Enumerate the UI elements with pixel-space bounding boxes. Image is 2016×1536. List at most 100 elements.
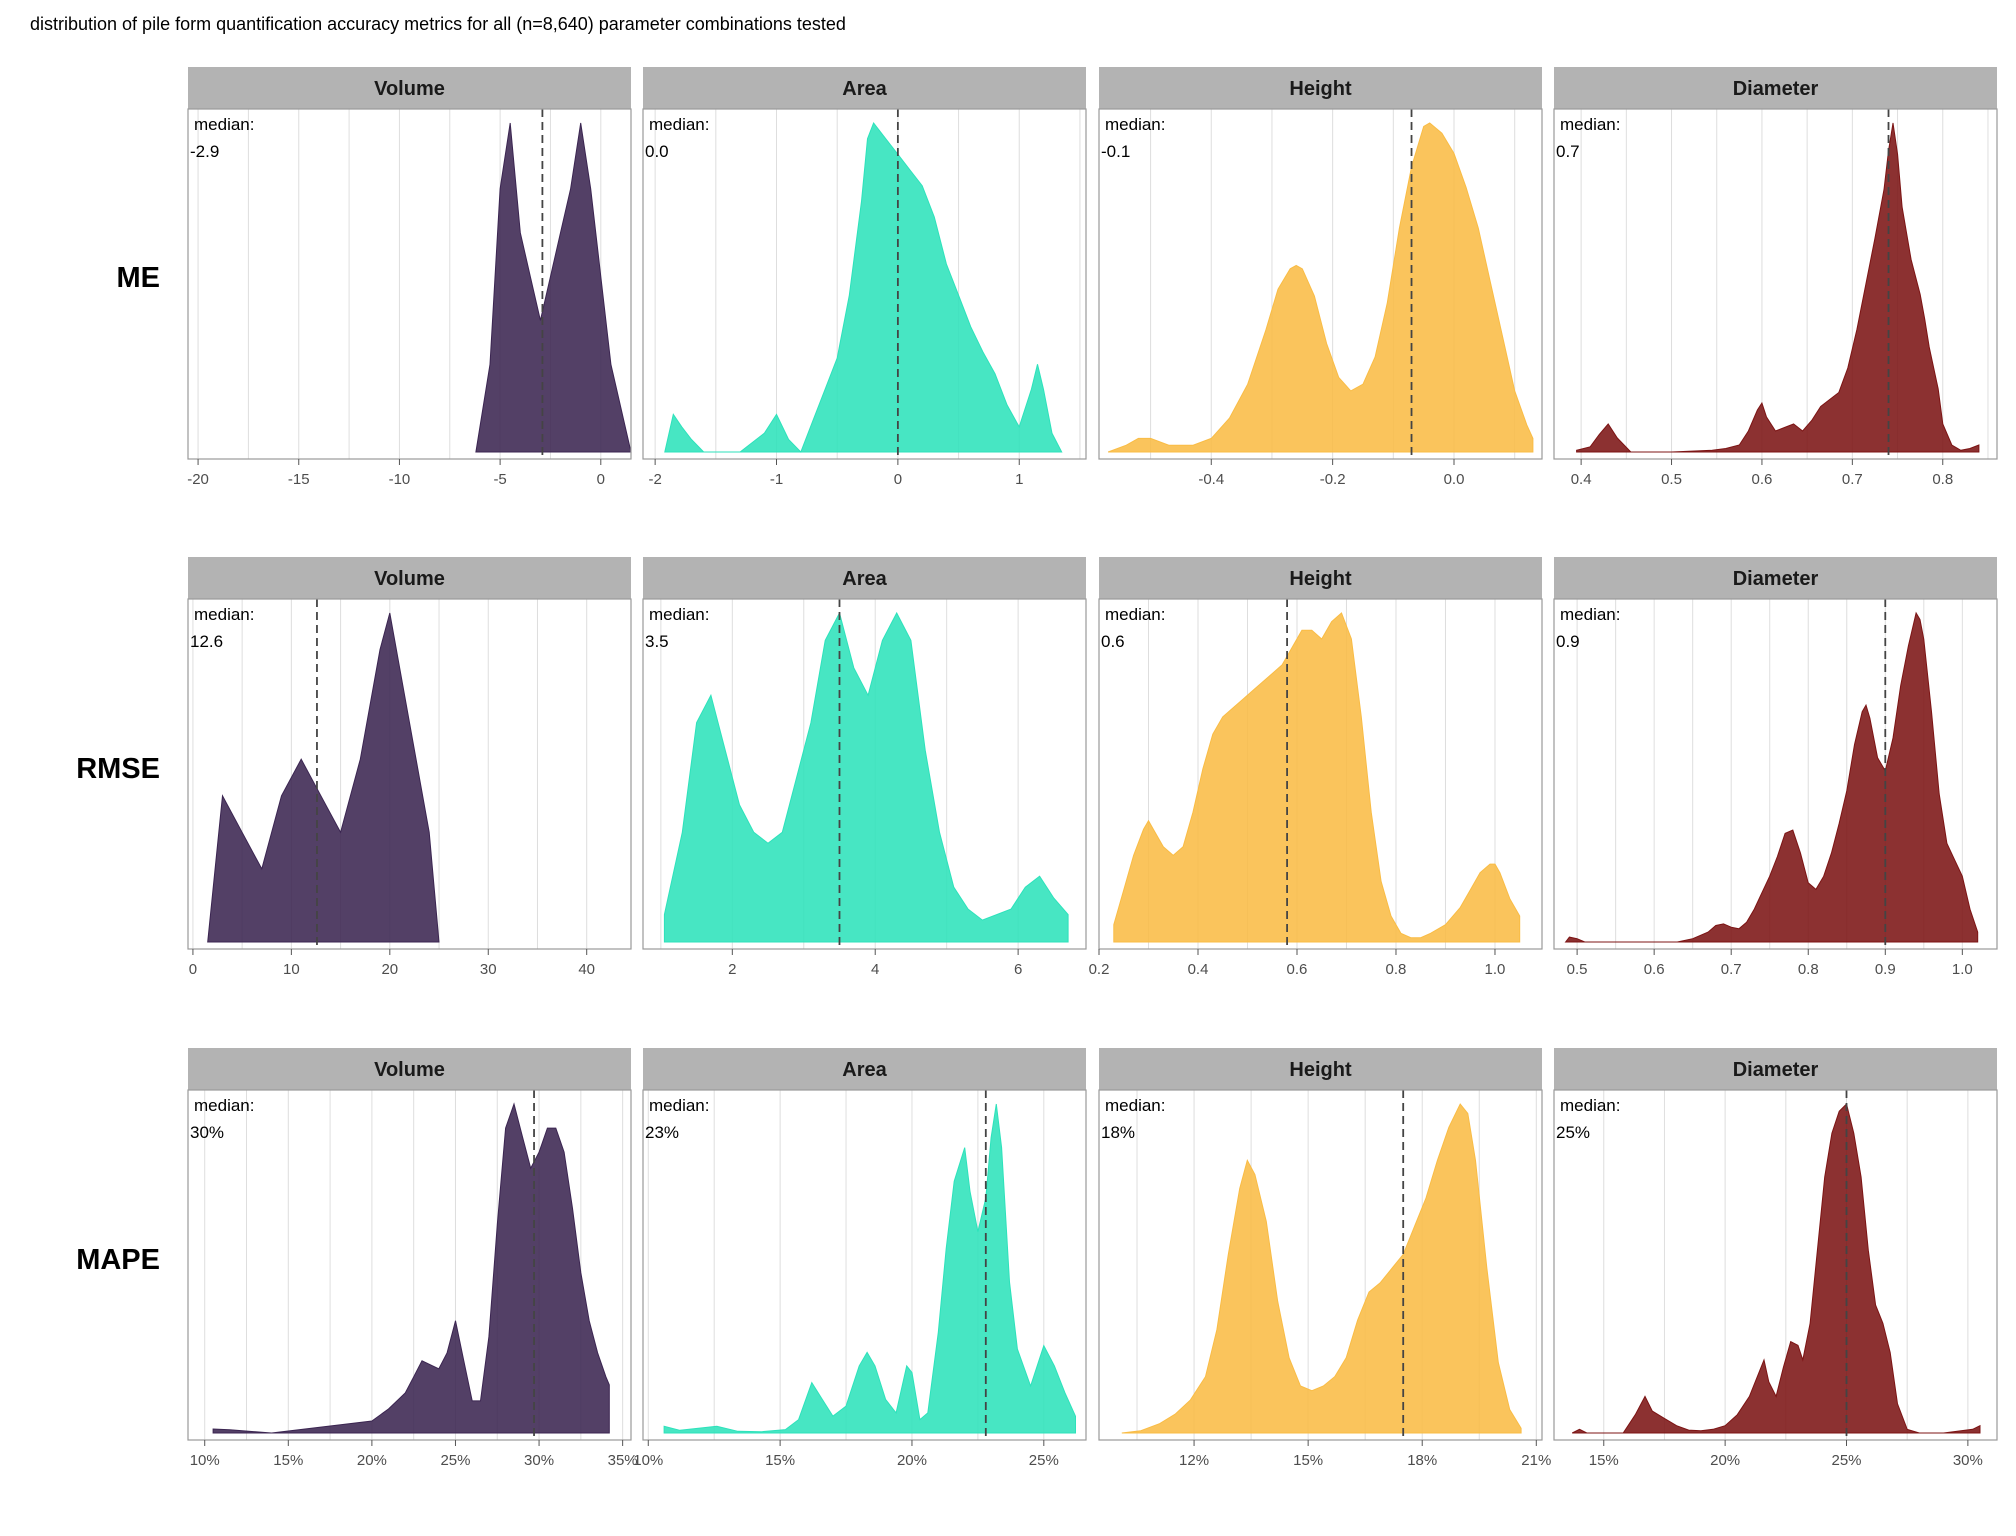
strip-label-mape-area: Area	[842, 1059, 887, 1081]
x-tick-label-rmse-diameter: 0.5	[1567, 961, 1588, 978]
median-value-mape-area: 23%	[645, 1123, 679, 1142]
density-area-rmse-diameter	[1564, 611, 1979, 943]
median-value-mape-height: 18%	[1101, 1123, 1135, 1142]
density-area-rmse-volume	[207, 612, 440, 943]
median-value-me-diameter: 0.7	[1556, 142, 1580, 161]
row-label-rmse: RMSE	[76, 753, 160, 785]
panel-border-mape-volume	[187, 1089, 632, 1441]
x-tick-label-mape-height: 21%	[1521, 1452, 1551, 1469]
x-tick-label-me-volume: -5	[493, 471, 506, 488]
row-label-mape: MAPE	[76, 1244, 160, 1276]
strip-mape-volume	[188, 1048, 631, 1090]
x-tick-label-me-area: 0	[894, 471, 902, 488]
panel-border-me-height	[1098, 108, 1543, 460]
strip-label-rmse-diameter: Diameter	[1733, 568, 1819, 590]
x-tick-label-rmse-height: 0.8	[1386, 961, 1407, 978]
panel-border-rmse-height	[1098, 598, 1543, 950]
strip-me-area	[643, 67, 1086, 109]
x-tick-label-rmse-area: 6	[1014, 961, 1022, 978]
strip-label-mape-diameter: Diameter	[1733, 1059, 1819, 1081]
density-area-mape-height	[1121, 1103, 1522, 1434]
x-tick-label-rmse-area: 2	[728, 961, 736, 978]
strip-me-height	[1099, 67, 1542, 109]
x-tick-label-rmse-volume: 40	[578, 961, 595, 978]
median-label-rmse-diameter: median:	[1560, 605, 1620, 624]
strip-me-volume	[188, 67, 631, 109]
x-tick-label-me-height: -0.2	[1320, 471, 1346, 488]
panel-border-me-diameter	[1553, 108, 1998, 460]
strip-rmse-height	[1099, 557, 1542, 599]
x-tick-label-rmse-diameter: 0.8	[1798, 961, 1819, 978]
x-tick-label-mape-volume: 10%	[190, 1452, 220, 1469]
x-tick-label-mape-diameter: 25%	[1831, 1452, 1861, 1469]
x-tick-label-mape-height: 15%	[1293, 1452, 1323, 1469]
x-tick-label-mape-volume: 30%	[524, 1452, 554, 1469]
median-label-rmse-volume: median:	[194, 605, 254, 624]
x-tick-label-me-volume: 0	[597, 471, 605, 488]
median-label-me-area: median:	[649, 115, 709, 134]
median-value-rmse-height: 0.6	[1101, 632, 1125, 651]
strip-label-me-height: Height	[1289, 78, 1352, 100]
strip-rmse-area	[643, 557, 1086, 599]
density-area-me-area	[664, 121, 1063, 453]
x-tick-label-me-volume: -15	[288, 471, 310, 488]
strip-label-me-volume: Volume	[374, 78, 445, 100]
x-tick-label-mape-area: 15%	[765, 1452, 795, 1469]
x-tick-label-mape-volume: 20%	[357, 1452, 387, 1469]
median-label-me-height: median:	[1105, 115, 1165, 134]
strip-label-rmse-volume: Volume	[374, 568, 445, 590]
x-tick-label-me-diameter: 0.5	[1661, 471, 1682, 488]
median-label-me-diameter: median:	[1560, 115, 1620, 134]
row-label-me: ME	[117, 262, 161, 294]
x-tick-label-rmse-volume: 10	[283, 961, 300, 978]
x-tick-label-me-area: -1	[770, 471, 783, 488]
median-value-me-area: 0.0	[645, 142, 669, 161]
x-tick-label-me-height: -0.4	[1198, 471, 1224, 488]
median-label-mape-volume: median:	[194, 1096, 254, 1115]
x-tick-label-rmse-diameter: 0.9	[1875, 961, 1896, 978]
density-area-rmse-height	[1113, 612, 1521, 943]
median-label-mape-area: median:	[649, 1096, 709, 1115]
strip-me-diameter	[1554, 67, 1997, 109]
panel-border-rmse-diameter	[1553, 598, 1998, 950]
panel-bg-mape-diameter	[1554, 1090, 1997, 1440]
strip-label-rmse-area: Area	[842, 568, 887, 590]
median-value-rmse-diameter: 0.9	[1556, 632, 1580, 651]
panel-border-mape-diameter	[1553, 1089, 1998, 1441]
strip-rmse-diameter	[1554, 557, 1997, 599]
x-tick-label-me-height: 0.0	[1444, 471, 1465, 488]
strip-label-me-area: Area	[842, 78, 887, 100]
density-area-me-height	[1107, 122, 1534, 453]
strip-label-rmse-height: Height	[1289, 568, 1352, 590]
strip-rmse-volume	[188, 557, 631, 599]
x-tick-label-rmse-volume: 0	[189, 961, 197, 978]
x-tick-label-mape-area: 10%	[633, 1452, 663, 1469]
x-tick-label-me-diameter: 0.4	[1571, 471, 1592, 488]
x-tick-label-mape-area: 20%	[897, 1452, 927, 1469]
median-label-mape-height: median:	[1105, 1096, 1165, 1115]
median-value-mape-volume: 30%	[190, 1123, 224, 1142]
x-tick-label-rmse-height: 0.4	[1188, 961, 1209, 978]
x-tick-label-rmse-volume: 30	[480, 961, 497, 978]
density-area-me-volume	[475, 122, 632, 453]
strip-label-me-diameter: Diameter	[1733, 78, 1819, 100]
density-area-mape-volume	[212, 1102, 610, 1434]
figure-title: distribution of pile form quantification…	[30, 14, 846, 34]
x-tick-label-rmse-height: 1.0	[1485, 961, 1506, 978]
x-tick-label-me-diameter: 0.6	[1752, 471, 1773, 488]
x-tick-label-mape-height: 12%	[1179, 1452, 1209, 1469]
median-value-mape-diameter: 25%	[1556, 1123, 1590, 1142]
x-tick-label-mape-diameter: 30%	[1953, 1452, 1983, 1469]
strip-mape-area	[643, 1048, 1086, 1090]
x-tick-label-mape-volume: 15%	[273, 1452, 303, 1469]
median-value-me-volume: -2.9	[190, 142, 219, 161]
x-tick-label-mape-diameter: 20%	[1710, 1452, 1740, 1469]
density-area-rmse-area	[663, 611, 1069, 943]
x-tick-label-rmse-volume: 20	[381, 961, 398, 978]
x-tick-label-me-volume: -10	[389, 471, 411, 488]
median-label-mape-diameter: median:	[1560, 1096, 1620, 1115]
x-tick-label-rmse-diameter: 1.0	[1952, 961, 1973, 978]
panel-border-me-volume	[187, 108, 632, 460]
median-label-rmse-area: median:	[649, 605, 709, 624]
